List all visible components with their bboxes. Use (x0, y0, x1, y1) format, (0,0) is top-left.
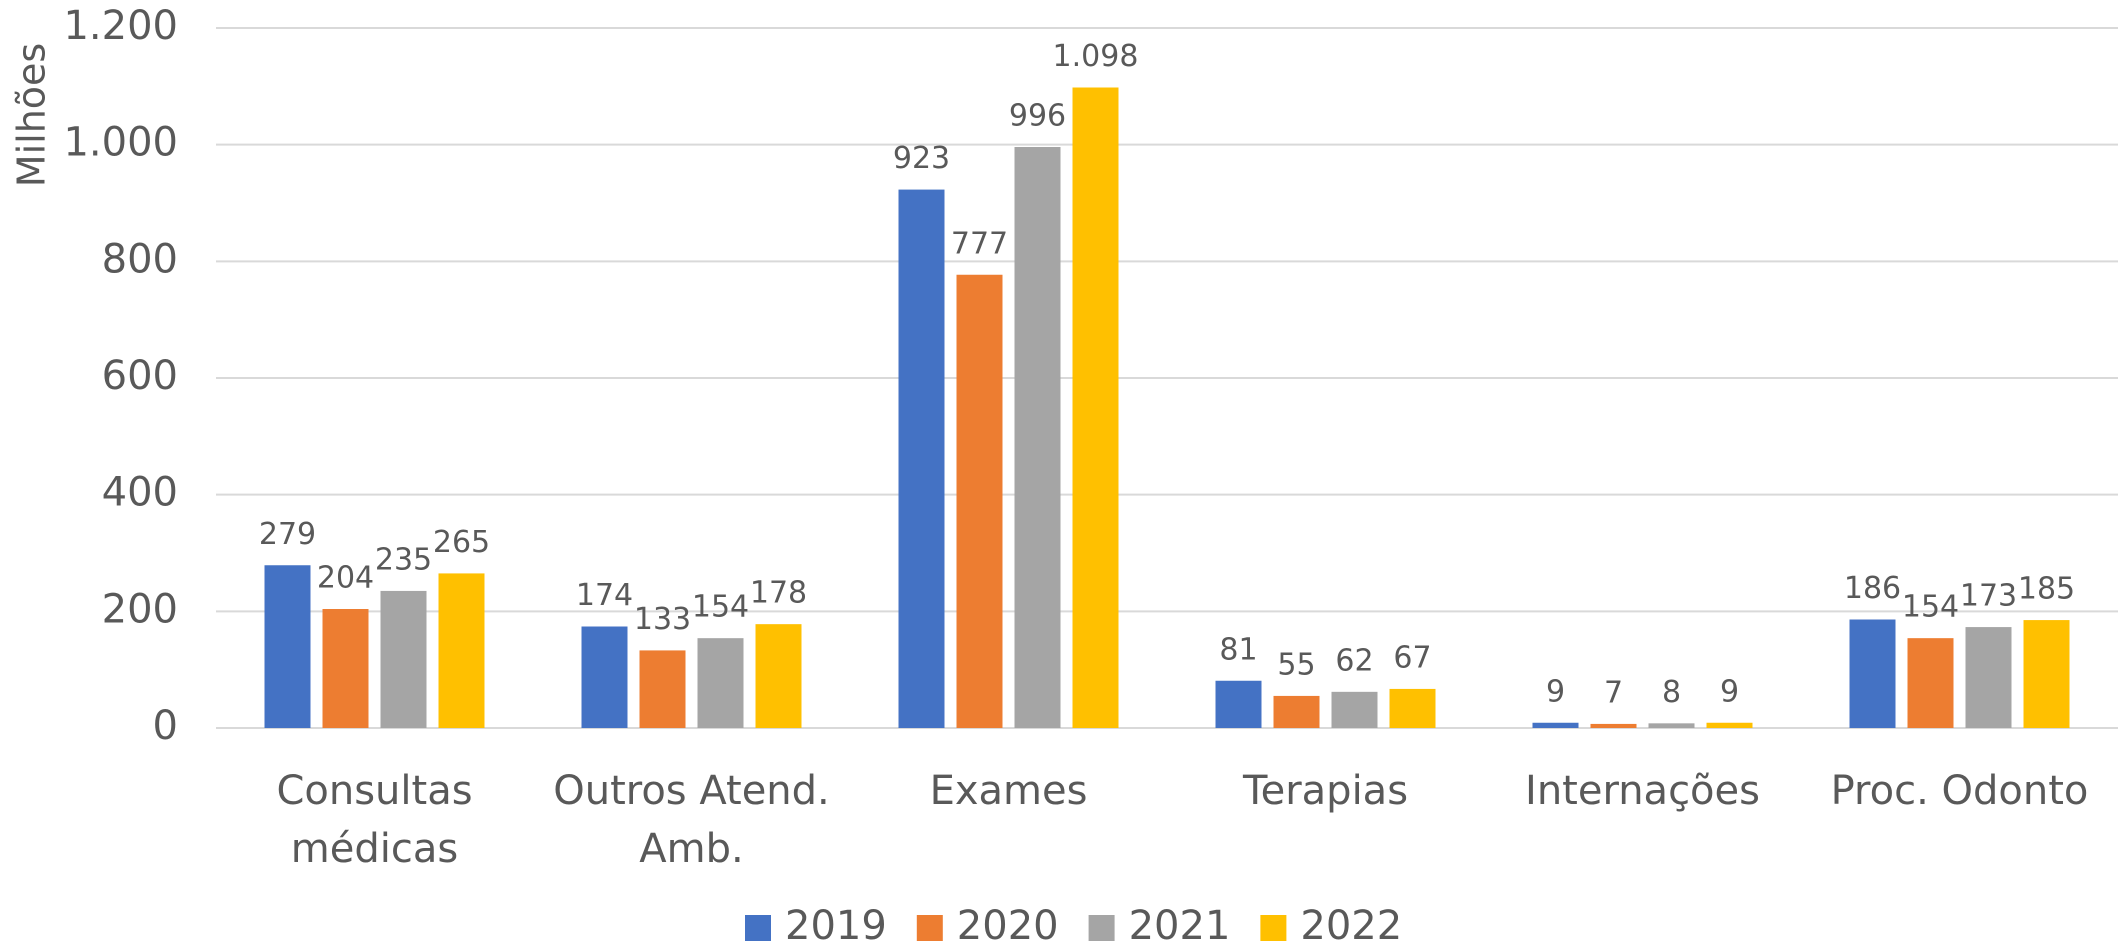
data-label: 67 (1393, 640, 1431, 675)
y-tick-label: 1.200 (63, 3, 178, 49)
bar (322, 609, 369, 728)
bar (1849, 619, 1896, 728)
bar (956, 274, 1003, 728)
data-label: 777 (951, 226, 1008, 261)
legend-swatch (745, 915, 771, 941)
data-label: 8 (1662, 675, 1681, 710)
bar (1532, 722, 1579, 728)
bar (1014, 147, 1061, 728)
bar (1331, 691, 1378, 728)
x-tick-label: Proc. Odonto (1830, 768, 2089, 814)
bar (755, 624, 802, 728)
data-label: 55 (1277, 647, 1315, 682)
bar (1273, 695, 1320, 728)
y-tick-label: 400 (102, 470, 178, 516)
data-label: 1.098 (1053, 39, 1139, 74)
legend-label: 2019 (785, 903, 887, 947)
y-axis-title: Milhões (10, 43, 54, 187)
bar (438, 573, 485, 728)
bar (1907, 638, 1954, 728)
data-label: 185 (2018, 572, 2075, 607)
bar (581, 626, 628, 728)
data-label: 173 (1960, 579, 2017, 614)
legend-label: 2022 (1300, 903, 1402, 947)
data-label: 7 (1604, 675, 1623, 710)
data-label: 923 (893, 141, 950, 176)
x-tick-label: Exames (929, 768, 1088, 814)
y-tick-label: 1.000 (63, 120, 178, 166)
data-label: 265 (433, 525, 490, 560)
bar (898, 189, 945, 729)
bar (1215, 680, 1262, 728)
x-tick-label: Terapias (1242, 768, 1409, 814)
data-label: 154 (692, 590, 749, 625)
x-tick-label: Outros Atend. Amb. (553, 768, 830, 872)
data-label: 81 (1219, 632, 1257, 667)
bar (697, 638, 744, 728)
x-tick-label: Consultas médicas (276, 768, 473, 872)
data-label: 9 (1546, 674, 1565, 709)
data-label: 996 (1009, 99, 1066, 134)
legend-label: 2020 (957, 903, 1059, 947)
data-label: 62 (1335, 643, 1373, 678)
data-label: 174 (576, 578, 633, 613)
y-tick-label: 600 (102, 353, 178, 399)
x-tick-label: Internações (1525, 768, 1760, 814)
y-tick-label: 200 (102, 586, 178, 632)
data-label: 154 (1902, 590, 1959, 625)
bar (1072, 87, 1119, 728)
bar (639, 650, 686, 728)
legend-swatch (1260, 915, 1287, 941)
bar (1389, 688, 1436, 728)
data-label: 9 (1720, 674, 1739, 709)
data-label: 279 (259, 517, 316, 552)
data-label: 235 (375, 542, 432, 577)
bar (2023, 620, 2070, 728)
data-label: 178 (750, 576, 807, 611)
bar (1590, 723, 1637, 728)
bar (1706, 722, 1753, 728)
legend-swatch (1088, 915, 1115, 941)
y-tick-label: 0 (153, 703, 178, 749)
legend-swatch (916, 915, 943, 941)
bar (1648, 723, 1695, 728)
bar (380, 590, 427, 728)
bar (264, 565, 311, 728)
y-tick-label: 800 (102, 236, 178, 282)
data-label: 204 (317, 561, 374, 596)
data-label: 133 (634, 602, 691, 637)
bar (1965, 627, 2012, 728)
data-label: 186 (1844, 571, 1901, 606)
legend-label: 2021 (1129, 903, 1231, 947)
